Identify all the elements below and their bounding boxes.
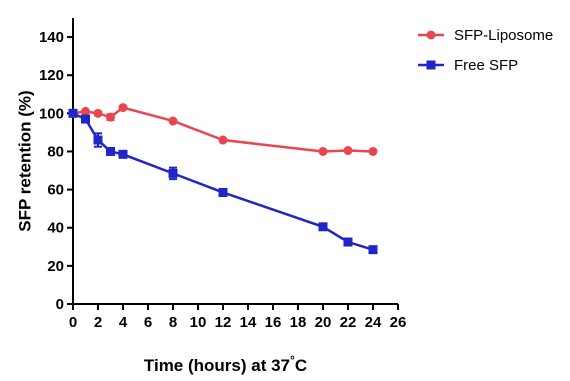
data-point (118, 103, 128, 113)
legend-item: SFP-Liposome (418, 27, 553, 44)
data-point (368, 146, 378, 156)
x-tick-label: 0 (69, 314, 77, 331)
x-tick-label: 18 (290, 314, 307, 331)
x-tick-label: 22 (340, 314, 357, 331)
data-point (168, 116, 178, 126)
legend-label: SFP-Liposome (454, 27, 553, 44)
data-point (81, 114, 90, 124)
data-point (68, 108, 78, 118)
data-point (318, 146, 328, 156)
y-tick-label: 80 (47, 143, 64, 160)
y-tick-label: 20 (47, 258, 64, 275)
x-tick-label: 24 (365, 314, 382, 331)
series-sfp-liposome (68, 103, 378, 156)
y-tick-label: 140 (39, 29, 64, 46)
x-tick-label: 14 (240, 314, 257, 331)
data-point (168, 168, 178, 178)
x-tick-label: 8 (169, 314, 177, 331)
data-point (343, 146, 353, 156)
data-point (93, 108, 103, 118)
y-tick-label: 40 (47, 220, 64, 237)
data-point (368, 245, 378, 255)
data-point (218, 135, 228, 145)
data-point (343, 237, 353, 247)
legend-marker (426, 30, 436, 40)
x-tick-label: 6 (144, 314, 152, 331)
data-point (218, 187, 228, 197)
x-tick-label: 12 (215, 314, 232, 331)
data-point (106, 146, 115, 156)
series-free-sfp (68, 108, 378, 255)
series-line (72, 112, 374, 251)
x-tick-label: 2 (94, 314, 102, 331)
x-tick-label: 26 (390, 314, 407, 331)
y-tick-label: 60 (47, 182, 64, 199)
x-tick-label: 16 (265, 314, 282, 331)
y-tick-label: 120 (39, 67, 64, 84)
x-tick-label: 10 (190, 314, 207, 331)
plot-area (68, 103, 378, 255)
y-tick-label: 0 (56, 296, 64, 313)
legend-label: Free SFP (454, 57, 518, 74)
data-point (106, 112, 115, 122)
data-point (93, 135, 103, 145)
x-tick-label: 20 (315, 314, 332, 331)
legend-item: Free SFP (418, 57, 518, 74)
y-tick-label: 100 (39, 105, 64, 122)
data-point (81, 106, 90, 116)
legend: SFP-Liposome Free SFP (418, 27, 553, 74)
y-axis-title: SFP retention (%) (15, 90, 34, 231)
series-line (72, 106, 374, 153)
legend-marker (426, 60, 436, 70)
data-point (318, 222, 328, 232)
x-axis-title: Time (hours) at 37°C (144, 353, 307, 375)
data-point (118, 149, 128, 159)
x-tick-label: 4 (119, 314, 128, 331)
